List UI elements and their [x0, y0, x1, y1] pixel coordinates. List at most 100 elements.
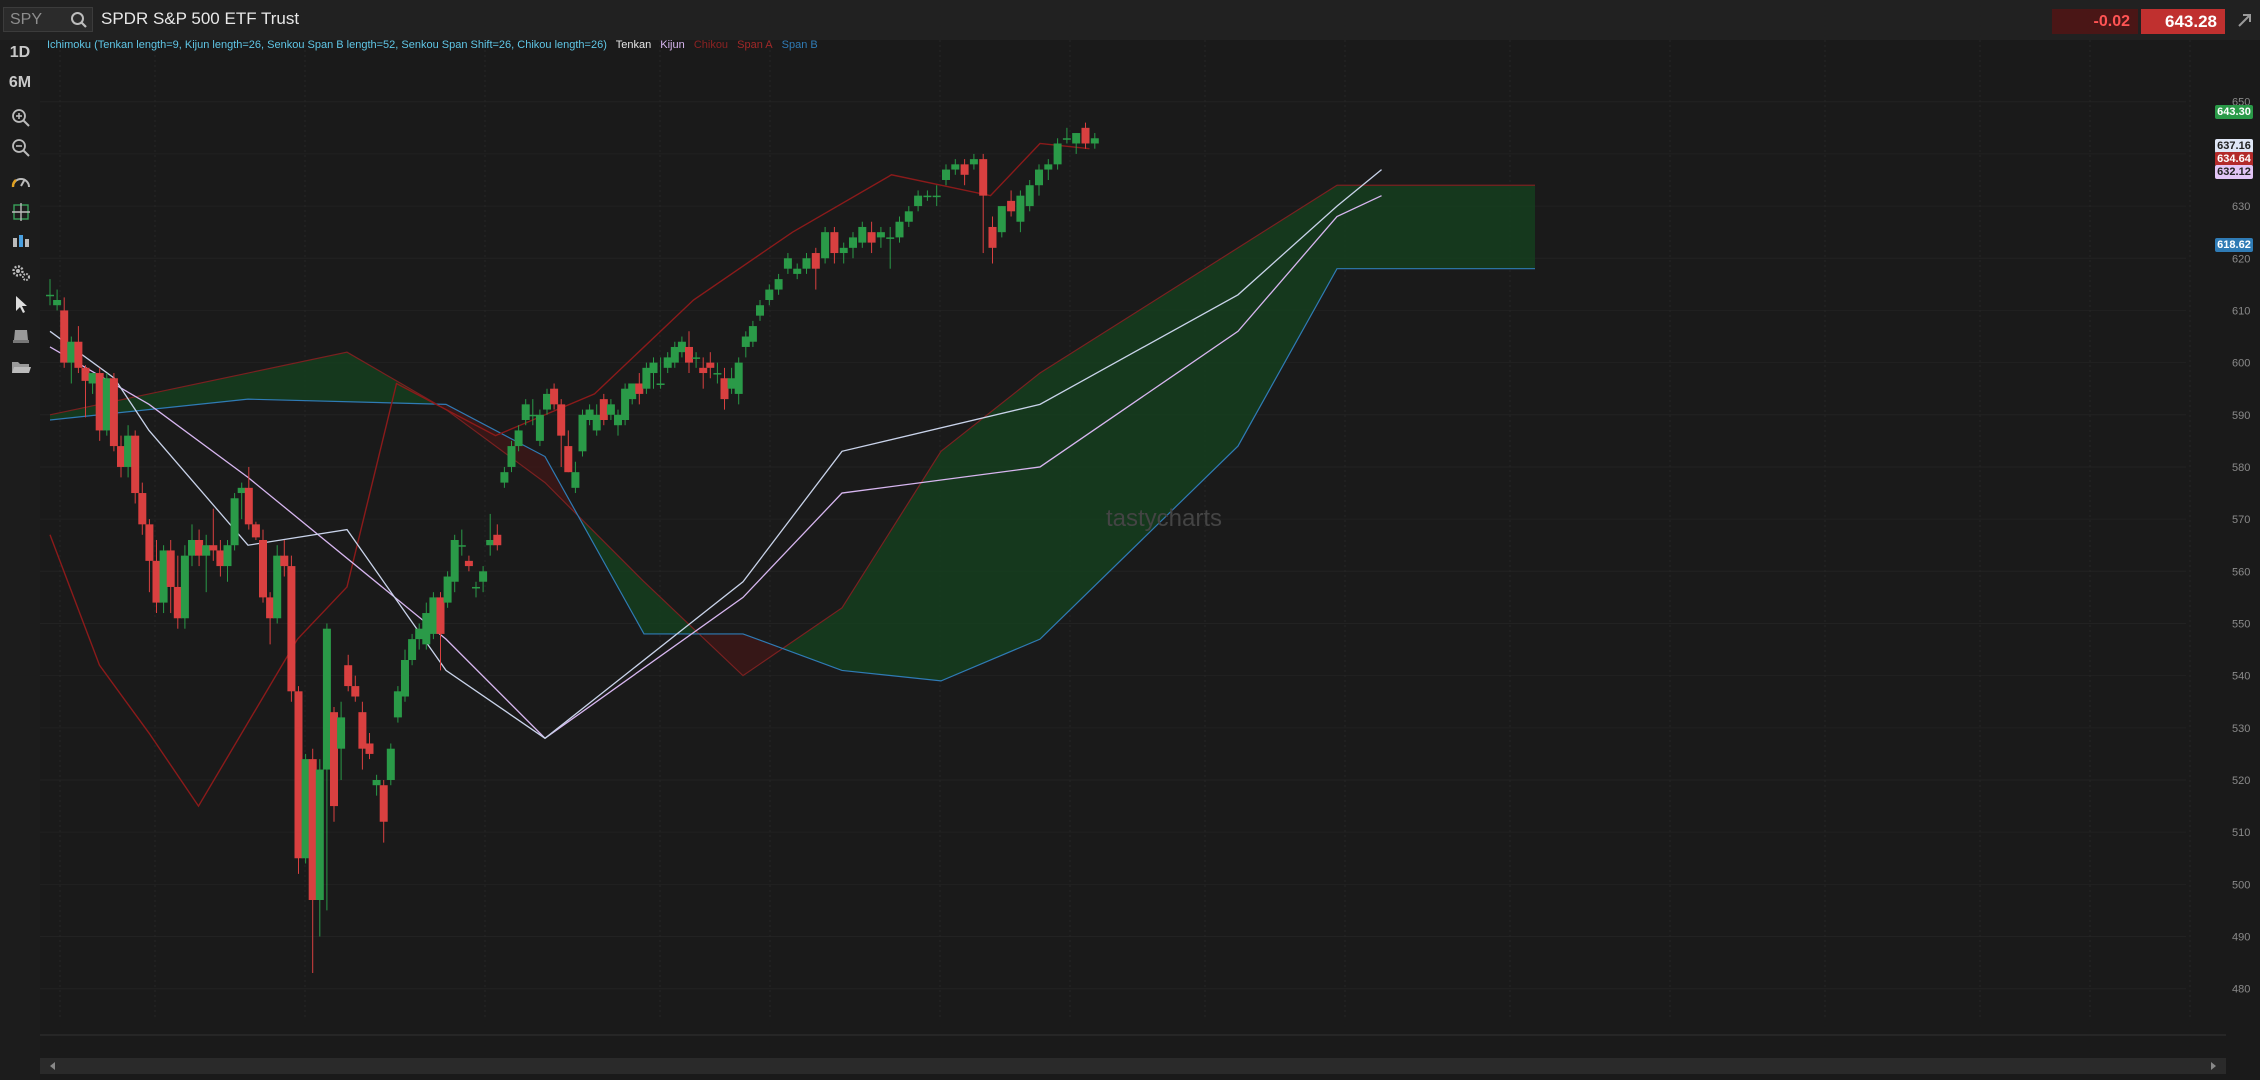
candle [923, 195, 932, 198]
settings-gears-icon[interactable] [10, 262, 32, 284]
expand-arrow-icon[interactable] [2235, 11, 2253, 29]
candle [102, 378, 111, 431]
y-tick-label: 530 [2232, 723, 2250, 735]
candle [251, 524, 260, 538]
candle [294, 691, 303, 859]
candle [95, 373, 104, 431]
candle [88, 373, 97, 384]
chart-style-icon[interactable] [10, 231, 32, 253]
candle [550, 388, 559, 405]
legend-span-b: Span B [781, 39, 818, 51]
candle [344, 665, 353, 687]
candle [358, 712, 367, 749]
candle [997, 206, 1006, 233]
candle [904, 211, 913, 222]
candle [849, 237, 857, 248]
candle [663, 357, 672, 368]
candle [649, 362, 658, 374]
candle [830, 232, 839, 254]
candle [685, 346, 693, 363]
candle [706, 362, 715, 368]
study-legend[interactable]: Ichimoku (Tenkan length=9, Kijun length=… [47, 39, 824, 51]
candle [592, 414, 601, 431]
candle [979, 159, 988, 196]
candle [195, 540, 204, 556]
bullish-cloud [782, 185, 1535, 681]
candle [765, 289, 774, 300]
candle [578, 414, 587, 452]
candle [1025, 185, 1034, 207]
y-tick-label: 500 [2232, 879, 2250, 891]
y-tick-label: 510 [2232, 827, 2250, 839]
candle [109, 378, 118, 447]
candle [273, 555, 282, 619]
candle [793, 268, 802, 274]
legend-tenkan: Tenkan [615, 39, 652, 51]
candle [741, 336, 750, 347]
candle [266, 597, 275, 619]
candle [557, 404, 566, 436]
candle [393, 691, 402, 718]
candle [585, 409, 594, 420]
candle [74, 341, 83, 368]
price-change-badge: -0.02 [2052, 9, 2138, 34]
candle [895, 221, 904, 238]
y-tick-label: 570 [2232, 514, 2250, 526]
y-tick-label: 550 [2232, 618, 2250, 630]
candle [606, 404, 615, 415]
candle [372, 780, 381, 786]
candle [138, 493, 147, 525]
tenkan-line [49, 169, 1382, 740]
candle [202, 545, 211, 556]
candle [301, 759, 310, 859]
candle [443, 576, 452, 603]
candle [188, 540, 196, 556]
candle [259, 540, 267, 598]
crosshair-grid-icon[interactable] [10, 201, 32, 223]
candle [535, 414, 544, 441]
candle [479, 571, 488, 582]
span-b-price-label: 618.62 [2215, 238, 2253, 252]
speedometer-icon[interactable] [10, 171, 32, 193]
horizontal-scrollbar[interactable] [40, 1058, 2226, 1074]
range-button[interactable]: 6M [8, 74, 32, 91]
folder-open-icon[interactable] [10, 356, 32, 378]
candle [379, 785, 388, 822]
candle [53, 300, 62, 306]
candle [960, 164, 969, 175]
candle [1016, 195, 1025, 222]
symbol-input[interactable] [10, 11, 70, 29]
zoom-out-icon[interactable] [10, 137, 32, 159]
candle [436, 597, 445, 634]
candle [322, 628, 331, 770]
candle [493, 534, 502, 546]
candle [180, 555, 189, 619]
search-icon[interactable] [70, 11, 88, 29]
candle [365, 743, 374, 754]
candle [521, 404, 530, 420]
candle [337, 717, 346, 749]
candle [1062, 138, 1071, 140]
legend-span-a: Span A [737, 39, 773, 51]
instrument-title: SPDR S&P 500 ETF Trust [101, 9, 300, 28]
left-toolbar: 1D 6M [0, 40, 40, 1080]
price-axis[interactable]: 480 490 500 510 520 530 540 550 560 570 580 590 600 6… [2226, 40, 2260, 1040]
price-chart[interactable]: FEB 20MAR 3MAR 17APR 1APR 21MAY 1MAY 19J… [40, 40, 2226, 1040]
legend-chikou: Chikou [693, 39, 729, 51]
candle [514, 430, 523, 447]
y-tick-label: 490 [2232, 932, 2250, 944]
cursor-icon[interactable] [10, 293, 32, 315]
candle [720, 378, 729, 400]
candle [1044, 164, 1053, 170]
candle [60, 310, 69, 363]
symbol-search-box[interactable] [3, 7, 93, 32]
interval-button[interactable]: 1D [9, 44, 31, 61]
drawing-tray-icon[interactable] [10, 325, 32, 347]
candle [351, 686, 360, 697]
y-tick-label: 520 [2232, 775, 2250, 787]
zoom-in-icon[interactable] [10, 107, 32, 129]
candle [748, 326, 757, 342]
candle [642, 367, 651, 389]
candle [422, 613, 431, 645]
candle [216, 550, 225, 567]
